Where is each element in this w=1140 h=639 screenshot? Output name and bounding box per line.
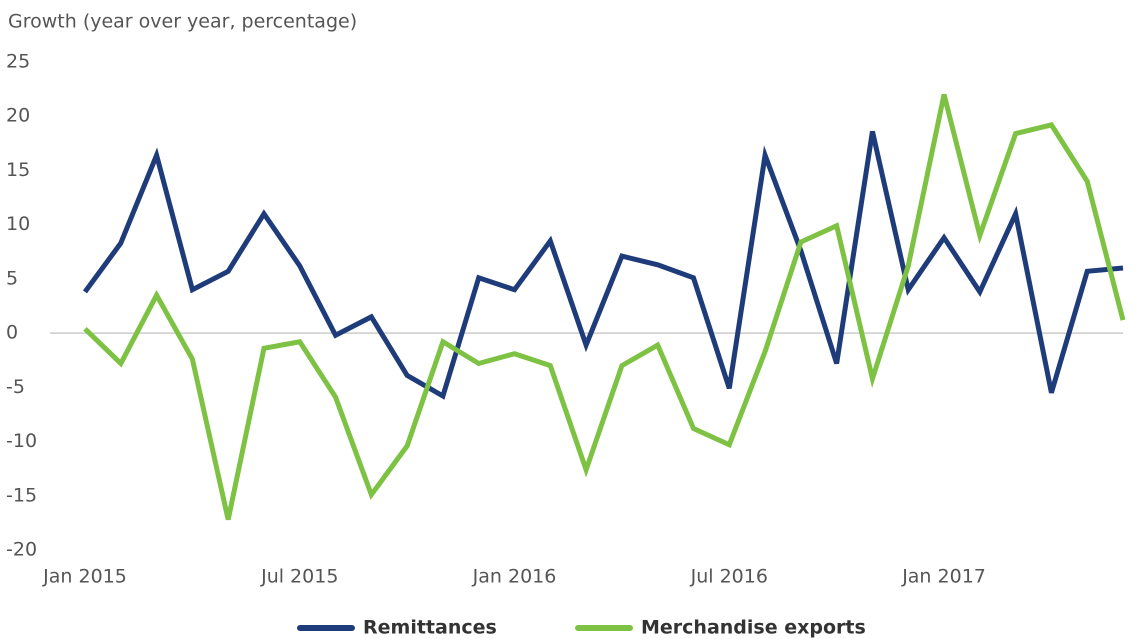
y-tick-label: 0 [6,322,18,344]
x-tick-label: Jul 2016 [690,566,768,588]
y-tick-label: 5 [6,267,18,289]
y-tick-label: -20 [6,539,37,561]
y-tick-label: -5 [6,376,25,398]
y-tick-label: 15 [6,159,30,181]
legend-label: Merchandise exports [641,617,866,639]
y-axis-label: Growth (year over year, percentage) [8,11,357,33]
x-tick-label: Jul 2015 [260,566,338,588]
x-tick-label: Jan 2017 [901,566,986,588]
x-tick-label: Jan 2015 [42,566,127,588]
x-tick-label: Jan 2016 [472,566,557,588]
series-line [83,93,1126,521]
y-tick-label: 10 [6,213,30,235]
series-line [82,130,1124,400]
y-tick-label: 20 [6,105,30,127]
y-tick-label: -10 [6,430,37,452]
y-tick-label: 25 [6,51,30,73]
legend-label: Remittances [363,617,497,639]
y-tick-label: -15 [6,484,37,506]
